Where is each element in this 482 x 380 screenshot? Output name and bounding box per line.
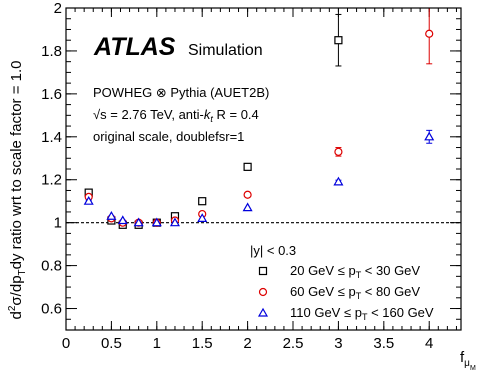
data-point	[106, 211, 117, 220]
data-point	[424, 131, 435, 141]
atlas-label: ATLAS	[93, 33, 176, 61]
data-point	[151, 217, 162, 227]
data-point	[133, 217, 144, 227]
legend-label: 60 GeV ≤ pT < 80 GeV	[290, 284, 420, 301]
data-point	[333, 176, 344, 186]
legend-header: |y| < 0.3	[250, 243, 296, 258]
x-tick-label: 2.5	[283, 335, 304, 352]
y-tick-label: 0.8	[41, 258, 62, 275]
data-point	[243, 190, 252, 199]
tick-labels: 0 0.5 1 1.5 2 2.5 3 3.5 4 0.6 0.8 1 1.2 1.4 1.6 1.8 2	[41, 0, 433, 352]
legend-label: 110 GeV ≤ pT < 160 GeV	[290, 305, 434, 322]
x-tick-label: 3	[334, 335, 342, 352]
y-tick-label: 2	[54, 0, 62, 17]
info-line-3: original scale, doublefsr=1	[93, 129, 244, 144]
data-point	[334, 147, 343, 156]
data-points	[83, 7, 435, 229]
y-tick-label: 1	[54, 215, 62, 232]
atlas-sub-label: Simulation	[188, 42, 263, 59]
legend-label: 20 GeV ≤ pT < 30 GeV	[290, 263, 420, 280]
legend-marker	[258, 287, 268, 297]
data-point	[334, 36, 343, 45]
x-tick-label: 2	[243, 335, 251, 352]
data-point	[197, 213, 208, 222]
x-tick-label: 1.5	[192, 335, 213, 352]
legend: 20 GeV ≤ pT < 30 GeV 60 GeV ≤ pT < 80 GeV…	[257, 263, 434, 322]
data-point	[117, 215, 128, 225]
legend-marker	[257, 307, 269, 317]
legend-marker	[258, 266, 268, 276]
y-tick-label: 0.6	[41, 301, 62, 318]
x-tick-label: 4	[425, 335, 433, 352]
x-axis-label: fμM	[460, 349, 476, 372]
info-line-1: POWHEG ⊗ Pythia (AUET2B)	[93, 85, 269, 100]
y-tick-label: 1.2	[41, 172, 62, 189]
info-line-2: √s = 2.76 TeV, anti-kt R = 0.4	[93, 107, 259, 124]
y-tick-label: 1.4	[41, 129, 62, 146]
x-tick-label: 3.5	[373, 335, 394, 352]
data-point	[243, 162, 252, 171]
x-tick-label: 0.5	[101, 335, 122, 352]
x-tick-label: 1	[153, 335, 161, 352]
data-point	[198, 197, 207, 206]
series-triangle	[83, 129, 435, 227]
plot-frame	[65, 7, 462, 331]
data-point	[425, 29, 434, 38]
x-tick-label: 0	[62, 335, 70, 352]
data-point	[83, 195, 94, 205]
data-point	[169, 217, 180, 227]
y-axis-label: d2σ/dpTdy ratio wrt to scale factor = 1.…	[7, 61, 28, 320]
y-tick-label: 1.8	[41, 43, 62, 60]
data-point	[242, 202, 253, 212]
y-tick-label: 1.6	[41, 86, 62, 103]
